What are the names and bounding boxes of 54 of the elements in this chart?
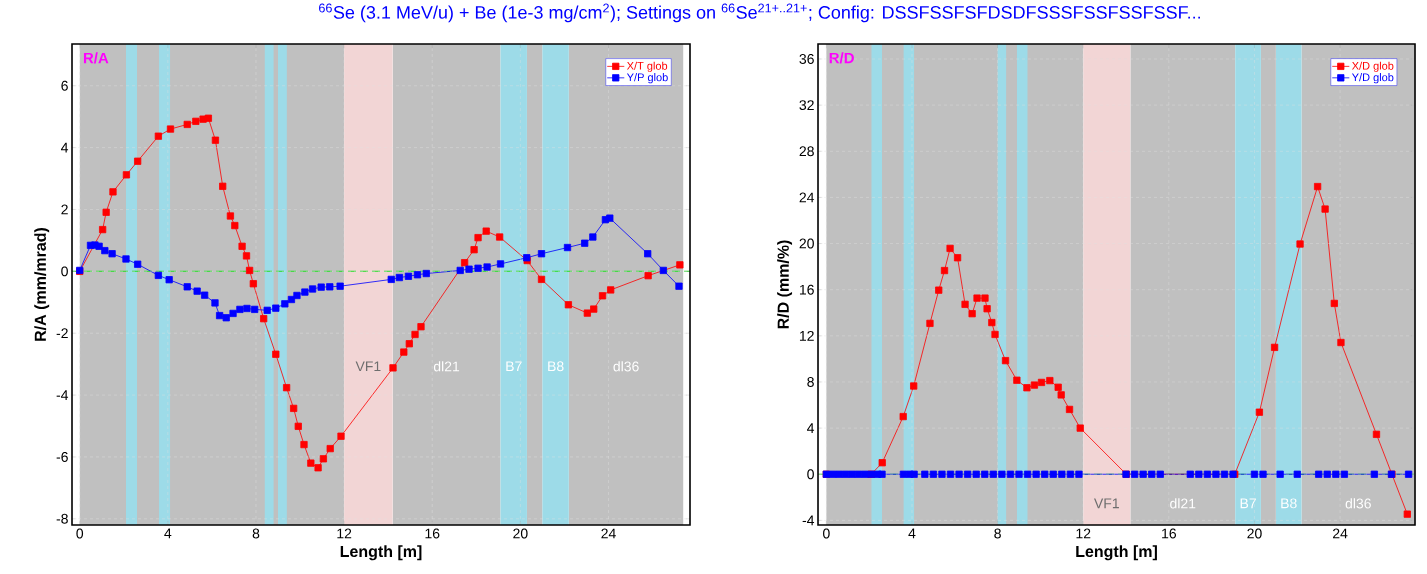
y-tick-label: 24 xyxy=(799,192,815,203)
band-label: dl21 xyxy=(433,361,460,372)
y-tick-label: 4 xyxy=(807,423,815,433)
x-axis-title: Length [m] xyxy=(1076,545,1157,561)
band-label: dl36 xyxy=(613,361,639,372)
y-tick-label: 12 xyxy=(799,330,814,341)
y-tick-label: 0 xyxy=(807,469,814,480)
band-label: B7 xyxy=(506,361,522,372)
y-axis-title: R/D (mm/%) xyxy=(777,240,793,329)
y-tick-label: -6 xyxy=(56,451,68,462)
y-tick-label: -4 xyxy=(56,390,69,400)
x-tick-label: 8 xyxy=(994,528,1001,539)
x-tick-label: 24 xyxy=(601,528,616,539)
y-tick-label: 4 xyxy=(61,142,69,153)
x-axis-title: Length [m] xyxy=(340,545,422,561)
x-tick-label: 12 xyxy=(337,528,352,539)
x-tick-label: 24 xyxy=(1333,528,1348,539)
x-tick-label: 8 xyxy=(252,528,260,539)
x-tick-label: 4 xyxy=(908,528,916,539)
y-tick-label: 8 xyxy=(807,377,814,387)
x-tick-label: 4 xyxy=(164,528,172,539)
band-label: VF1 xyxy=(1094,498,1119,509)
x-tick-label: 16 xyxy=(1162,528,1177,539)
band-label: B8 xyxy=(548,361,564,372)
legend-label: Y/D glob xyxy=(1351,73,1394,84)
band-label: dl36 xyxy=(1345,498,1371,509)
y-tick-label: 20 xyxy=(799,238,814,249)
y-tick-label: 16 xyxy=(799,284,814,295)
annotation: R/A xyxy=(83,52,109,64)
x-tick-label: 20 xyxy=(1247,528,1262,539)
y-tick-label: 0 xyxy=(61,266,68,277)
x-tick-label: 0 xyxy=(76,528,84,539)
y-tick-label: -8 xyxy=(56,513,68,524)
y-tick-label: 2 xyxy=(61,204,68,215)
band-label: dl21 xyxy=(1170,498,1196,509)
x-tick-label: 20 xyxy=(513,528,528,539)
y-tick-label: -2 xyxy=(56,328,68,339)
x-tick-label: 12 xyxy=(1076,528,1091,539)
y-tick-label: 28 xyxy=(799,146,814,157)
x-tick-label: 16 xyxy=(425,528,440,539)
band-label: B8 xyxy=(1281,498,1297,509)
legend-label: Y/P glob xyxy=(626,73,668,84)
y-tick-label: 6 xyxy=(61,80,68,91)
y-tick-label: 32 xyxy=(799,100,814,111)
x-tick-label: 0 xyxy=(823,528,830,539)
y-tick-label: 36 xyxy=(799,54,814,64)
y-tick-label: -4 xyxy=(802,515,815,526)
band-label: B7 xyxy=(1240,498,1256,509)
text: $^{66}$Se (3.1 MeV/u) + Be (1e-3 mg/cm$^{2}$); Settings on $^{66}$Se$^{21+..21+}$; Config: DSSFSSFSFDSDFSSSFSSFSSFSSF... xyxy=(319,3,1200,23)
band-label: VF1 xyxy=(355,361,381,372)
legend-label: X/D glob xyxy=(1351,61,1394,72)
legend-label: X/T glob xyxy=(626,61,668,72)
y-axis-title: R/A (mm/mrad) xyxy=(34,227,50,341)
annotation: R/D xyxy=(829,52,854,64)
